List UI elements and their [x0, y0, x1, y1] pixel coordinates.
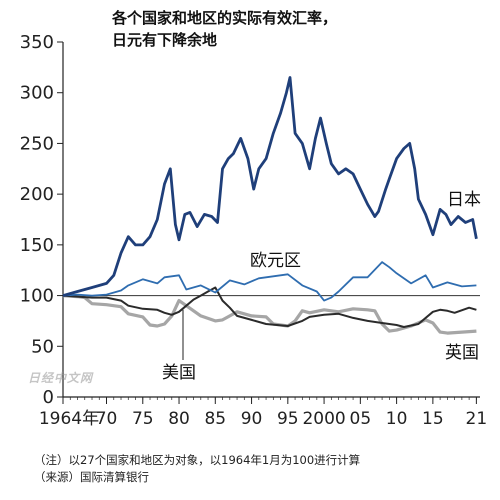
x-tick-label: 75: [132, 409, 154, 429]
series-label-usa: 美国: [162, 363, 196, 383]
series-line-japan: [62, 76, 478, 297]
x-tick-label: 2000: [302, 409, 345, 429]
footnote-source: （来源）国际清算银行: [34, 470, 149, 484]
y-tick-label: 200: [20, 184, 54, 205]
y-tick-label: 300: [20, 83, 54, 104]
x-tick-label: 85: [204, 409, 226, 429]
series-line-uk: [62, 294, 477, 335]
x-tick-label: 10: [386, 409, 408, 429]
series-line-eurozone: [62, 261, 477, 302]
x-tick-label: 05: [350, 409, 372, 429]
series-label-eurozone: 欧元区: [250, 251, 301, 271]
x-tick-label: 80: [168, 409, 190, 429]
y-tick-label: 0: [43, 387, 54, 408]
y-tick-label: 100: [20, 286, 54, 307]
y-tick-label: 350: [20, 32, 54, 53]
watermark-logo: 日经中文网: [28, 371, 94, 385]
series-label-japan: 日本: [447, 190, 481, 210]
y-tick-label: 150: [20, 235, 54, 256]
x-tick-label: 1964年: [39, 409, 99, 429]
x-tick-label: 70: [96, 409, 118, 429]
series-label-uk: 英国: [445, 343, 479, 363]
footnote-note: （注）以27个国家和地区为对象，以1964年1月为100进行计算: [34, 453, 361, 467]
x-tick-label: 95: [277, 409, 299, 429]
y-tick-label: 250: [20, 133, 54, 154]
x-tick-label: 15: [422, 409, 444, 429]
chart-title-line1: 各个国家和地区的实际有效汇率，: [112, 9, 338, 27]
series-line-usa: [62, 286, 477, 328]
x-tick-label: 90: [241, 409, 263, 429]
chart-title-line2: 日元有下降余地: [112, 31, 218, 49]
x-tick-label: 21: [466, 409, 488, 429]
y-tick-label: 50: [31, 336, 54, 357]
